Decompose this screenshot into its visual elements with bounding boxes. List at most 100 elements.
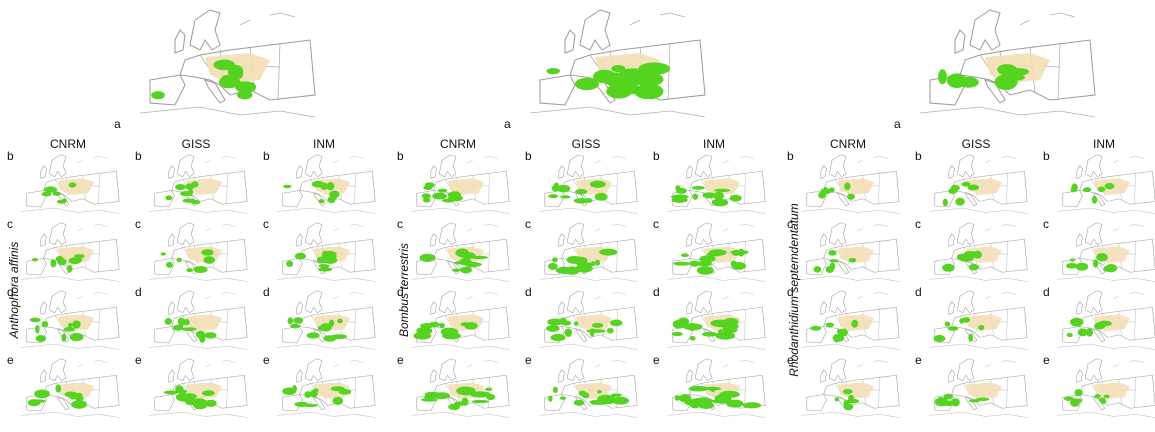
range-suitable: [943, 394, 953, 399]
range-suitable: [818, 192, 826, 199]
range-suitable: [810, 326, 821, 331]
range-suitable: [968, 334, 973, 342]
range-suitable: [1066, 333, 1072, 337]
range-suitable: [74, 254, 85, 258]
range-suitable: [849, 258, 857, 262]
row-letter: c: [135, 217, 141, 231]
map: [277, 223, 375, 282]
range-suitable: [959, 253, 971, 262]
range-suitable: [675, 185, 680, 191]
row-letter: b: [7, 149, 14, 163]
model-header: CNRM: [830, 137, 866, 151]
map: [539, 155, 637, 214]
range-suitable: [318, 267, 332, 271]
range-suitable: [282, 388, 296, 395]
row-letter: e: [915, 353, 922, 367]
range-suitable: [30, 318, 41, 323]
range-suitable: [318, 325, 329, 330]
range-suitable: [310, 390, 318, 398]
range-suitable: [844, 183, 850, 191]
map: [929, 223, 1027, 282]
range-suitable: [46, 187, 54, 193]
map: [1057, 291, 1155, 350]
model-header: GISS: [962, 137, 991, 151]
range-suitable: [202, 390, 215, 396]
range-suitable: [546, 68, 559, 74]
map: [411, 359, 509, 418]
row-letter: e: [7, 353, 14, 367]
row-letter: d: [263, 285, 270, 299]
range-suitable: [56, 256, 64, 261]
range-suitable: [648, 86, 662, 98]
range-suitable: [958, 77, 979, 88]
range-suitable: [948, 326, 959, 331]
range-suitable: [423, 198, 431, 203]
range-suitable: [237, 90, 252, 99]
range-suitable: [586, 329, 605, 333]
range-suitable: [1105, 264, 1117, 272]
range-suitable: [34, 390, 50, 399]
range-suitable: [1070, 398, 1080, 406]
range-suitable: [173, 325, 183, 331]
range-suitable: [413, 332, 431, 340]
range-suitable: [828, 250, 836, 256]
range-suitable: [65, 392, 78, 398]
figure: aCNRMbcdeGISSbcdeINMbcdeAnthophora affin…: [0, 0, 1155, 432]
range-suitable: [978, 325, 984, 330]
range-suitable: [814, 266, 822, 273]
range-suitable: [454, 401, 466, 405]
range-suitable: [191, 181, 198, 187]
range-suitable: [470, 391, 491, 397]
range-suitable: [1094, 322, 1105, 329]
map: [929, 291, 1027, 350]
range-suitable: [1098, 186, 1105, 192]
map: [801, 359, 899, 418]
range-suitable: [191, 200, 200, 204]
range-suitable: [472, 400, 489, 403]
row-letter: d: [915, 285, 922, 299]
row-letter: d: [135, 285, 142, 299]
map: [1057, 223, 1155, 282]
range-suitable: [332, 397, 343, 405]
range-suitable: [1092, 196, 1097, 204]
range-suitable: [191, 398, 207, 406]
range-suitable: [1083, 187, 1091, 192]
range-suitable: [565, 328, 572, 337]
model-header: GISS: [572, 137, 601, 151]
range-suitable: [161, 252, 166, 255]
range-suitable: [683, 323, 702, 330]
range-suitable: [943, 199, 948, 207]
map: [149, 155, 247, 214]
range-suitable: [730, 195, 742, 202]
range-suitable: [969, 399, 980, 402]
row-letter: e: [263, 353, 270, 367]
range-suitable: [714, 192, 724, 200]
species-name: Bombus terrestris: [397, 243, 411, 337]
range-suitable: [464, 262, 481, 267]
range-suitable: [196, 331, 205, 339]
range-suitable: [560, 317, 567, 323]
range-suitable: [582, 392, 589, 398]
map: [411, 291, 509, 350]
range-suitable: [423, 186, 433, 190]
range-suitable: [556, 267, 574, 274]
map: [411, 155, 509, 214]
range-suitable: [176, 389, 188, 394]
range-suitable: [204, 256, 215, 264]
row-letter: d: [1043, 285, 1050, 299]
range-suitable: [738, 249, 745, 257]
model-header: INM: [313, 137, 335, 151]
range-suitable: [611, 393, 622, 396]
range-suitable: [283, 185, 291, 188]
range-suitable: [937, 397, 944, 402]
range-suitable: [702, 192, 715, 198]
row-letter: e: [135, 353, 142, 367]
species-name: Rhodanthidium septemdentatum: [787, 203, 801, 376]
range-suitable: [68, 323, 73, 328]
map: [801, 223, 899, 282]
range-suitable: [295, 253, 306, 260]
range-suitable: [552, 257, 558, 262]
map: [929, 155, 1027, 214]
range-suitable: [843, 389, 853, 394]
range-suitable: [32, 258, 38, 262]
